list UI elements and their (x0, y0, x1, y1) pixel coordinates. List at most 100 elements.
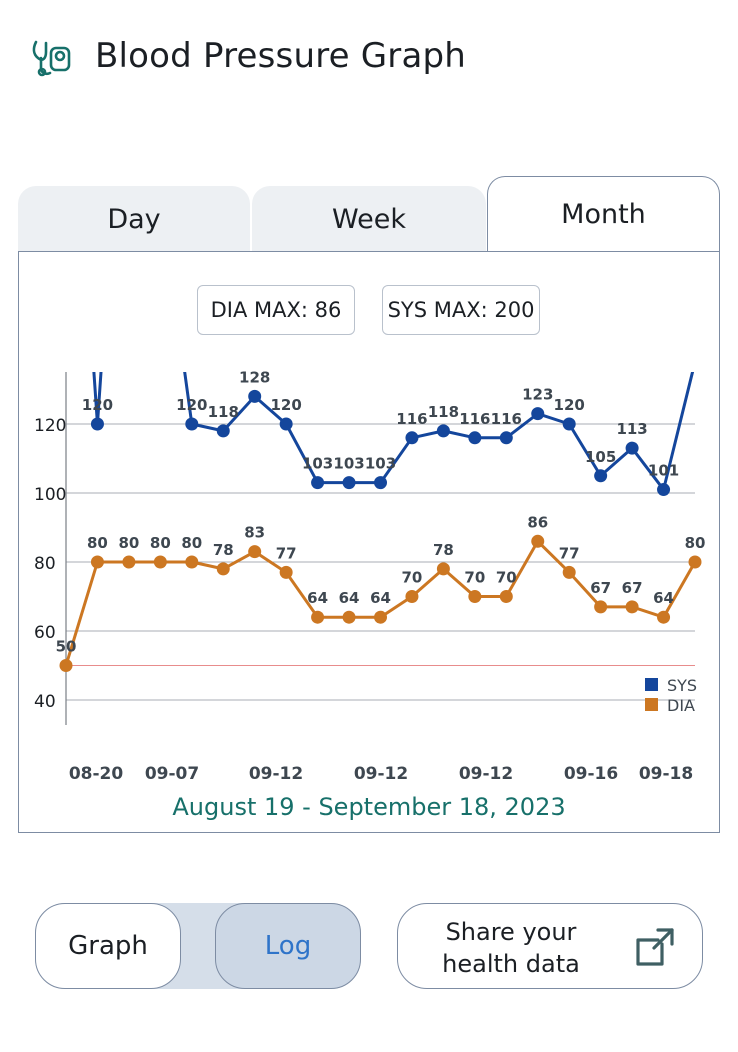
share-label: Share your health data (426, 916, 596, 980)
dia-point (531, 534, 545, 548)
x-tick-label: 09-12 (249, 764, 303, 784)
stethoscope-icon (32, 40, 71, 77)
dia-data-label: 78 (433, 541, 454, 559)
dia-point (59, 659, 73, 672)
y-tick-label: 40 (34, 692, 56, 712)
sys-data-label: 118 (208, 403, 239, 421)
sys-point (531, 407, 545, 421)
y-tick-label: 80 (34, 554, 56, 574)
dia-point (90, 555, 104, 569)
dia-point (342, 610, 356, 624)
dia-data-label: 64 (339, 589, 360, 607)
view-toggle: Graph Log (35, 903, 361, 989)
sys-data-label: 103 (302, 455, 333, 473)
y-tick-label: 120 (34, 416, 66, 436)
chart-panel (18, 251, 720, 833)
dia-point (122, 555, 136, 569)
sys-max-badge: SYS MAX: 200 (382, 285, 540, 335)
sys-point (657, 483, 671, 497)
tab-month[interactable]: Month (487, 176, 720, 252)
sys-data-label: 116 (396, 410, 427, 428)
period-tabs: Day Week Month (18, 176, 720, 252)
x-tick-label: 09-18 (639, 764, 693, 784)
y-tick-label: 60 (34, 623, 56, 643)
sys-data-label: 105 (585, 448, 616, 466)
dia-data-label: 80 (118, 534, 139, 552)
graph-button[interactable]: Graph (35, 903, 181, 989)
sys-data-label: 120 (270, 396, 301, 414)
dia-data-label: 70 (402, 569, 423, 587)
dia-data-label: 67 (590, 579, 611, 597)
dia-point (311, 610, 325, 624)
share-health-data-button[interactable]: Share your health data (397, 903, 703, 989)
external-link-icon (636, 928, 674, 966)
sys-data-label: 116 (459, 410, 490, 428)
dia-point (499, 590, 513, 603)
sys-point (436, 424, 450, 438)
dia-data-label: 70 (464, 569, 485, 587)
dia-data-label: 80 (150, 534, 171, 552)
dia-point (248, 545, 262, 559)
dia-data-label: 83 (244, 524, 265, 542)
dia-point (405, 590, 419, 603)
dia-point (657, 610, 671, 624)
sys-data-label: 113 (616, 420, 647, 438)
sys-point (311, 476, 325, 490)
sys-data-label: 120 (176, 396, 207, 414)
dia-point (594, 600, 608, 614)
sys-point (248, 389, 262, 403)
dia-point (279, 565, 293, 579)
sys-point (342, 476, 356, 490)
page-title: Blood Pressure Graph (95, 36, 467, 76)
dia-data-label: 64 (307, 589, 328, 607)
sys-data-label: 116 (491, 410, 522, 428)
legend-label-sys: SYS (667, 676, 697, 695)
dia-data-label: 50 (56, 638, 77, 656)
dia-point (562, 565, 576, 579)
sys-point (185, 417, 199, 431)
dia-data-label: 64 (653, 589, 674, 607)
share-label-line2: health data (442, 950, 580, 978)
sys-data-label: 118 (428, 403, 459, 421)
log-button[interactable]: Log (215, 903, 361, 989)
sys-data-label: 128 (239, 368, 270, 386)
sys-point (374, 476, 387, 490)
dia-point (625, 600, 639, 614)
sys-data-label: 123 (522, 386, 553, 404)
x-tick-label: 09-16 (564, 764, 618, 784)
x-tick-label: 08-20 (69, 764, 124, 784)
share-label-line1: Share your (445, 918, 577, 946)
sys-point (216, 424, 230, 438)
sys-point (468, 431, 482, 445)
dia-point (688, 555, 702, 569)
legend-label-dia: DIA (667, 696, 695, 715)
sys-point (90, 417, 104, 431)
dia-data-label: 80 (685, 534, 706, 552)
dia-point (436, 562, 450, 576)
sys-point (405, 431, 419, 445)
dia-point (153, 555, 167, 569)
legend-swatch-dia (645, 698, 658, 711)
dia-max-badge: DIA MAX: 86 (197, 285, 355, 335)
dia-data-label: 80 (87, 534, 108, 552)
sys-data-label: 101 (648, 462, 679, 480)
legend-swatch-sys (645, 678, 658, 691)
sys-point (562, 417, 576, 431)
dia-data-label: 86 (527, 513, 548, 531)
sys-data-label: 120 (554, 396, 585, 414)
tab-week[interactable]: Week (252, 186, 486, 252)
x-tick-label: 09-12 (354, 764, 408, 784)
dia-data-label: 78 (213, 541, 234, 559)
x-tick-label: 09-07 (145, 764, 199, 784)
sys-point (594, 469, 608, 483)
sys-point (499, 431, 513, 445)
sys-point (279, 417, 293, 431)
dia-point (185, 555, 199, 569)
y-tick-label: 100 (34, 485, 66, 505)
dia-point (216, 562, 230, 576)
dia-data-label: 70 (496, 569, 517, 587)
dia-data-label: 67 (622, 579, 643, 597)
tab-day[interactable]: Day (18, 186, 250, 252)
sys-data-label: 103 (365, 455, 396, 473)
dia-point (374, 610, 387, 624)
